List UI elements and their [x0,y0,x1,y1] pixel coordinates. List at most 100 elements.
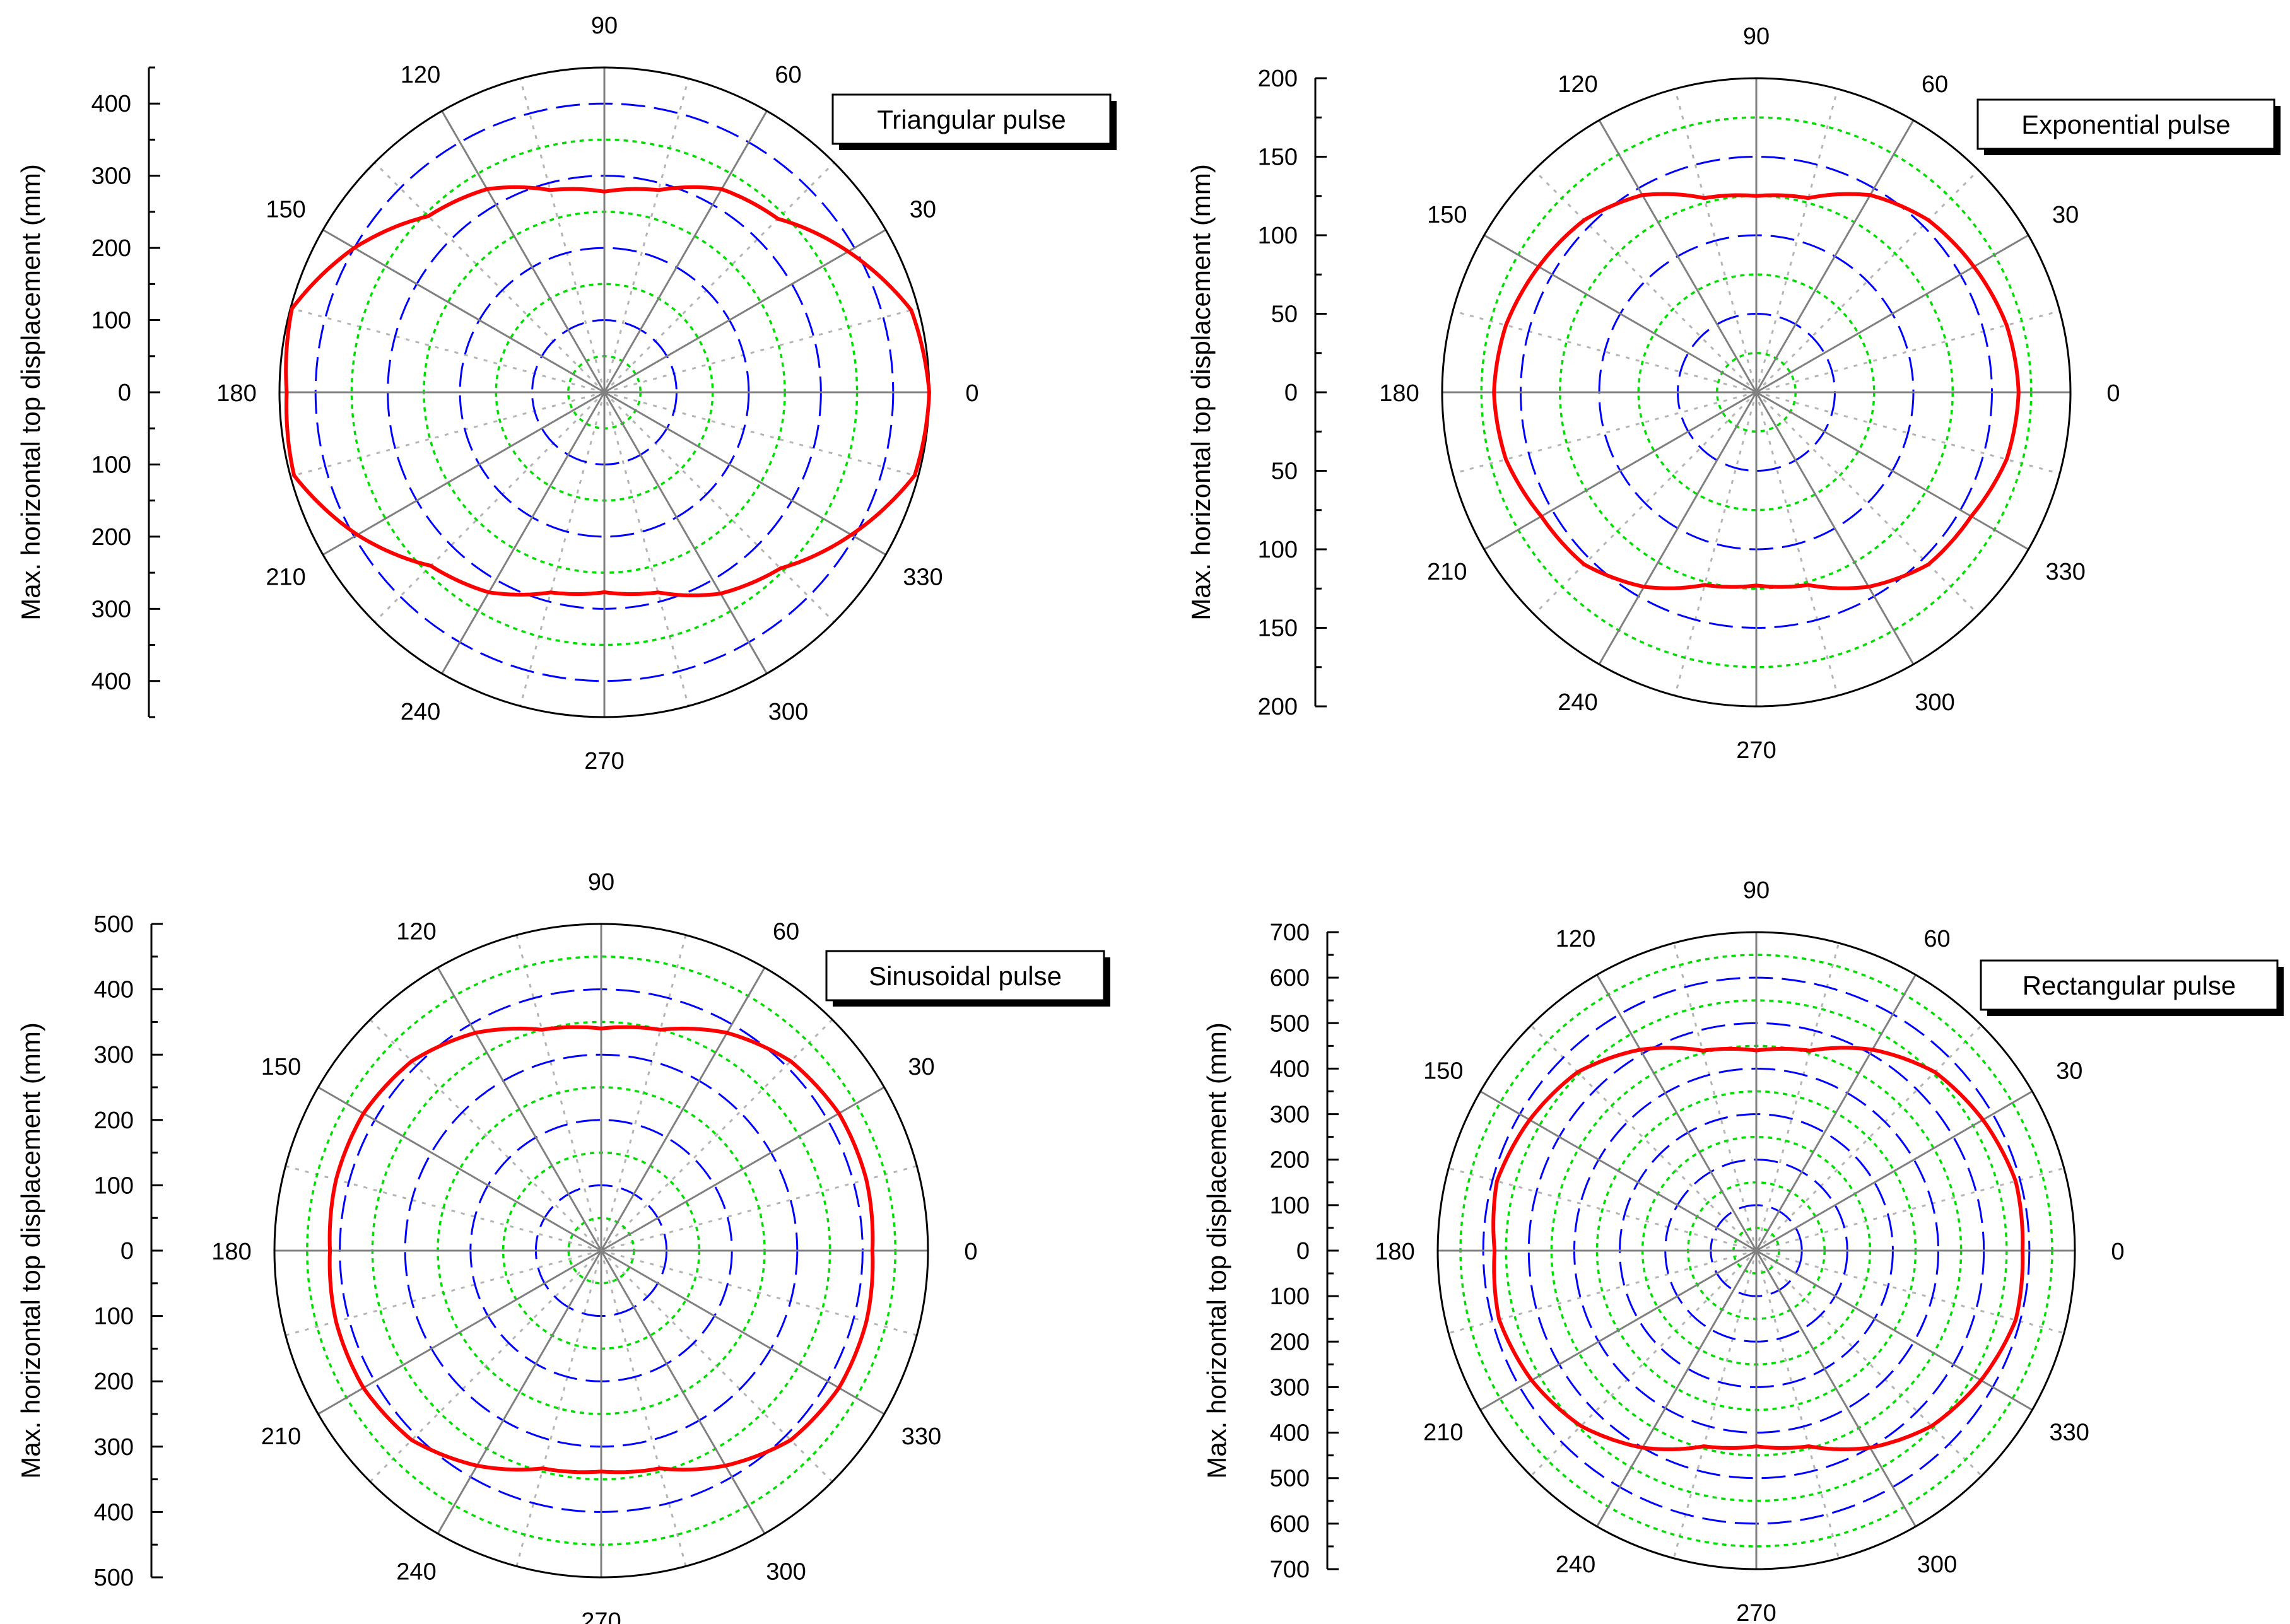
radial-tick-label: 600 [1270,1511,1310,1538]
minor-spoke [1452,391,1757,475]
radial-tick-label: 200 [91,524,131,551]
angle-label-120: 120 [1556,926,1595,952]
major-spoke [437,1250,602,1534]
series-line [327,1025,875,1475]
angle-label-150: 150 [266,197,305,223]
radial-tick-label: 50 [1271,301,1298,328]
minor-spoke [1533,169,1758,394]
polar-panel-1: 0 30 60 90 120 150 180 210 240 270 300 330 0 50 50 100 1… [1186,23,2281,764]
minor-spoke [290,391,605,477]
radial-tick-label: 100 [1258,537,1298,563]
major-spoke [1479,1090,1757,1252]
angle-label-180: 180 [1379,380,1419,407]
minor-spoke [1755,88,1839,393]
angle-label-300: 300 [1915,689,1954,716]
minor-spoke [604,307,919,394]
minor-spoke [1755,1024,1983,1252]
radial-tick-label: 300 [1270,1374,1310,1401]
legend-box [1976,98,2275,150]
major-spoke [601,1249,885,1415]
radial-tick-label: 200 [1258,694,1298,720]
minor-spoke [601,1249,917,1336]
radial-tick-label: 150 [1258,616,1298,642]
angle-label-30: 30 [2056,1058,2082,1085]
angle-label-0: 0 [2111,1239,2124,1265]
radial-tick-label: 700 [1270,920,1310,946]
radial-tick-label: 700 [1270,1557,1310,1583]
radial-tick-label: 100 [1258,223,1298,249]
angle-label-0: 0 [965,380,978,407]
minor-spoke [373,161,606,394]
minor-spoke [369,1249,602,1483]
angle-label-60: 60 [1923,926,1950,952]
minor-spoke [290,307,605,394]
y-axis-label: Max. horizontal top displacement (mm) [1202,1022,1231,1479]
radial-tick-label: 0 [1296,1238,1310,1265]
minor-spoke [600,1249,833,1483]
angle-label-270: 270 [1736,1600,1776,1624]
radial-tick-label: 0 [1284,380,1298,406]
angle-label-210: 210 [1427,559,1467,585]
minor-spoke [1452,310,1757,394]
angle-label-0: 0 [2106,380,2120,407]
minor-spoke [600,1019,833,1252]
minor-spoke [1672,1250,1758,1559]
angle-label-120: 120 [396,919,436,945]
angle-label-270: 270 [1736,737,1776,764]
angle-label-240: 240 [1558,689,1597,716]
radial-tick-label: 300 [1270,1102,1310,1128]
major-spoke [604,229,886,394]
radial-tick-label: 0 [120,1238,134,1265]
minor-spoke [1674,88,1758,393]
major-spoke [600,967,766,1251]
minor-spoke [1530,1249,1758,1477]
polar-panel-0: 0 30 60 90 120 150 180 210 240 270 300 330 0 100 100 20… [16,13,1117,774]
minor-spoke [1755,1249,1983,1477]
minor-spoke [600,935,687,1251]
major-spoke [1755,1250,1917,1528]
radial-tick-label: 300 [94,1042,134,1068]
major-spoke [601,1086,885,1252]
angle-label-330: 330 [2050,1420,2089,1446]
angle-label-150: 150 [1427,202,1467,228]
legend-title: Exponential pulse [2021,110,2231,139]
angle-label-330: 330 [903,564,942,591]
angle-label-240: 240 [396,1558,436,1585]
radial-tick-label: 400 [1270,1056,1310,1082]
minor-spoke [1755,1250,1840,1559]
angle-label-210: 210 [1423,1420,1463,1446]
minor-spoke [515,1250,602,1567]
radial-tick-label: 200 [1270,1329,1310,1355]
radial-tick-label: 200 [1258,66,1298,92]
outer-circle [273,923,929,1579]
major-spoke [603,392,768,674]
radial-tick-label: 500 [94,1565,134,1591]
minor-spoke [603,161,835,394]
minor-spoke [1755,392,1839,696]
major-spoke [1479,1249,1757,1411]
major-spoke [1756,1090,2033,1252]
series-line [1492,192,2021,590]
radial-tick-label: 400 [1270,1420,1310,1447]
radial-tick-label: 200 [91,235,131,262]
minor-spoke [1756,310,2060,394]
major-spoke [317,1086,602,1252]
major-spoke [1596,1250,1758,1528]
minor-spoke [1672,942,1758,1251]
radial-tick-label: 100 [94,1172,134,1199]
radial-tick-label: 50 [1271,459,1298,485]
y-axis-label: Max. horizontal top displacement (mm) [1186,164,1216,621]
major-spoke [322,391,605,556]
radial-tick-label: 300 [94,1434,134,1461]
minor-spoke [603,392,690,706]
legend-title: Triangular pulse [877,105,1066,134]
angle-label-180: 180 [1375,1239,1414,1265]
radial-tick-label: 500 [94,911,134,938]
angle-label-120: 120 [1558,71,1597,98]
minor-spoke [1755,169,1980,394]
radial-tick-label: 400 [91,669,131,695]
minor-spoke [603,78,690,393]
major-spoke [441,110,606,393]
radial-tick-label: 100 [91,452,131,478]
